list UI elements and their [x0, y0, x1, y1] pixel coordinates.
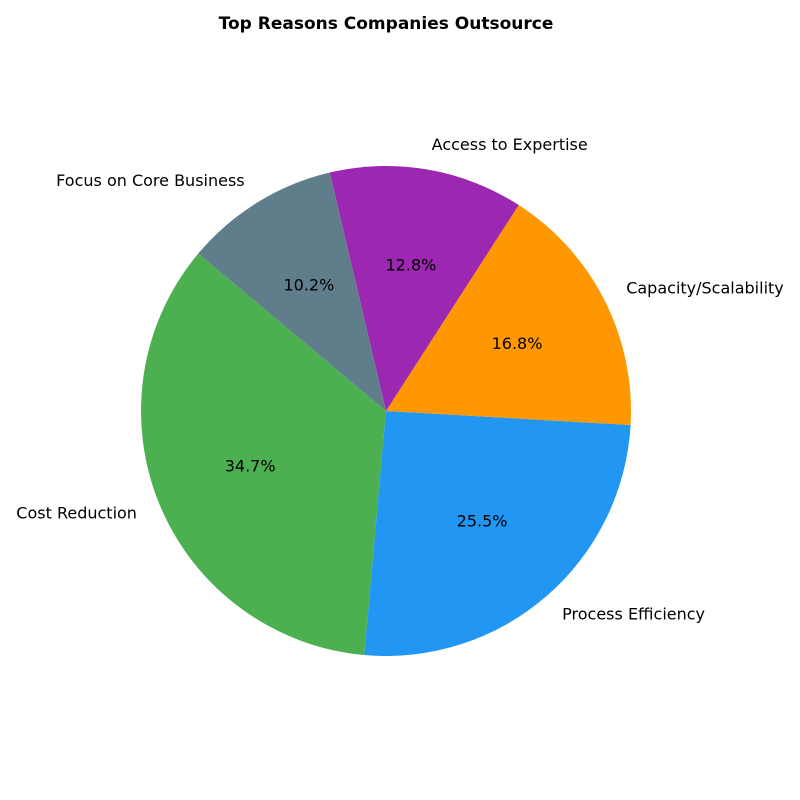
slice-label: Focus on Core Business: [56, 171, 244, 190]
slice-label: Access to Expertise: [432, 135, 588, 154]
chart-title: Top Reasons Companies Outsource: [219, 14, 554, 34]
value-label: 12.8%: [386, 256, 437, 275]
value-label: 34.7%: [225, 457, 276, 476]
pie-slice: [198, 172, 386, 411]
slice-label: Capacity/Scalability: [626, 278, 784, 297]
value-label: 25.5%: [457, 512, 508, 531]
pie-slice: [329, 166, 519, 411]
pie-slice: [140, 253, 386, 656]
pie-slice: [386, 205, 631, 426]
slice-label: Cost Reduction: [16, 503, 137, 522]
slice-label: Process Efficiency: [562, 604, 705, 623]
value-label: 10.2%: [283, 275, 334, 294]
pie-slice: [364, 411, 631, 657]
value-label: 16.8%: [492, 334, 543, 353]
